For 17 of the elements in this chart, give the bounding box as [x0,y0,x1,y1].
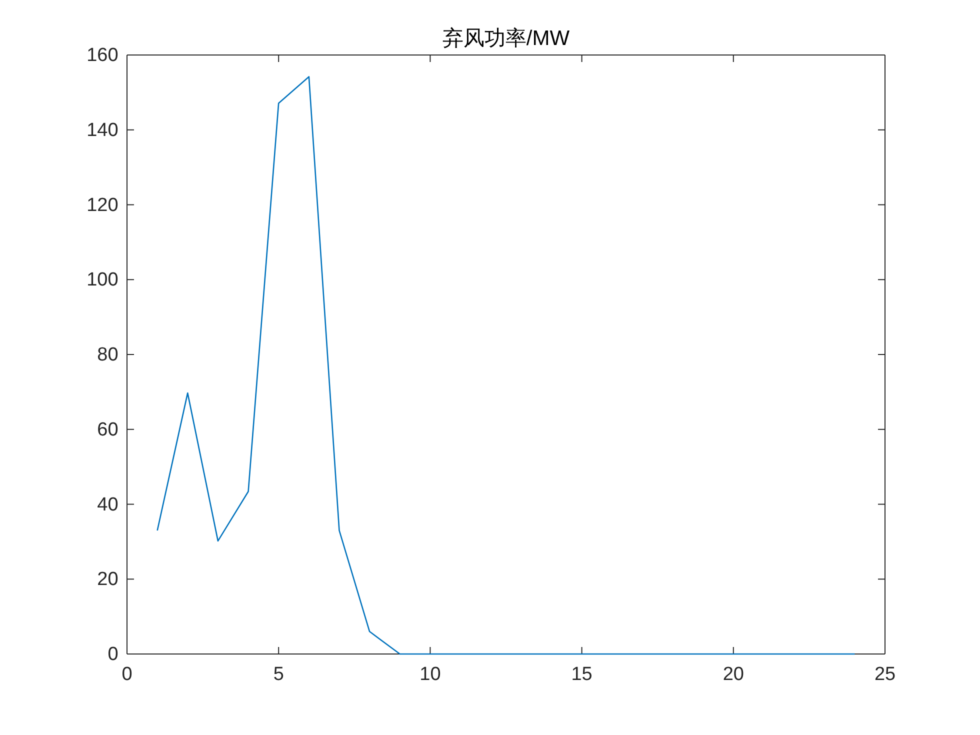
x-tick-label: 10 [420,664,441,685]
y-tick-label: 100 [86,270,118,291]
y-tick-label: 40 [97,494,118,516]
y-tick-label: 60 [97,419,118,440]
x-tick-label: 25 [874,664,896,685]
y-tick-label: 160 [86,45,118,66]
x-tick-label: 0 [122,664,132,685]
y-tick-label: 120 [86,194,118,216]
chart-title: 弃风功率/MW [442,27,570,50]
y-tick-label: 20 [97,569,118,590]
line-series [156,76,856,655]
y-tick-label: 140 [86,120,118,141]
x-tick-label: 20 [722,664,744,685]
x-tick-label: 15 [571,664,592,685]
x-tick-label: 5 [273,664,284,685]
y-tick-label: 80 [97,344,118,366]
y-tick-label: 0 [108,644,118,666]
